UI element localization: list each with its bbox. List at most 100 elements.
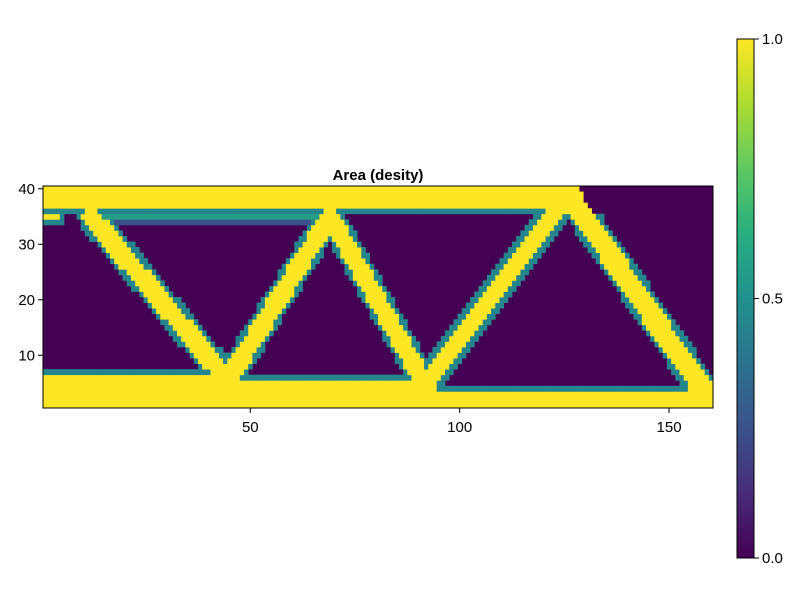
heatmap-cell xyxy=(595,235,601,242)
heatmap-cell xyxy=(130,402,136,409)
heatmap-cell xyxy=(666,396,672,403)
heatmap-cell xyxy=(637,274,643,281)
heatmap-cell xyxy=(84,191,90,198)
heatmap-cell xyxy=(185,380,190,387)
heatmap-cell xyxy=(264,313,270,320)
heatmap-cell xyxy=(378,374,383,381)
heatmap-cell xyxy=(181,341,186,348)
heatmap-cell xyxy=(231,191,237,198)
heatmap-cell xyxy=(629,285,634,292)
heatmap-cell xyxy=(84,402,90,409)
heatmap-cell xyxy=(491,291,496,298)
heatmap-cell xyxy=(424,208,429,215)
heatmap-cell xyxy=(436,385,442,392)
heatmap-cell xyxy=(474,396,479,403)
heatmap-cell xyxy=(373,402,379,409)
heatmap-cell xyxy=(470,319,475,326)
heatmap-cell xyxy=(453,391,458,398)
heatmap-cell xyxy=(683,391,689,398)
heatmap-cell xyxy=(177,369,182,376)
heatmap-cell xyxy=(156,191,161,198)
heatmap-cell xyxy=(285,208,291,215)
heatmap-cell xyxy=(419,396,425,403)
heatmap-cell xyxy=(164,208,170,215)
heatmap-cell xyxy=(608,263,613,270)
heatmap-cell xyxy=(47,391,52,398)
heatmap-cell xyxy=(390,330,396,337)
heatmap-cell xyxy=(260,385,266,392)
heatmap-cell xyxy=(516,247,521,253)
heatmap-cell xyxy=(671,346,676,353)
heatmap-cell xyxy=(202,213,207,220)
heatmap-cell xyxy=(419,197,425,204)
heatmap-cell xyxy=(357,252,362,259)
heatmap-cell xyxy=(147,186,153,192)
heatmap-cell xyxy=(76,374,82,381)
heatmap-cell xyxy=(428,391,433,398)
heatmap-cell xyxy=(486,313,492,320)
heatmap-cell xyxy=(507,186,513,192)
heatmap-cell xyxy=(570,202,576,209)
heatmap-cell xyxy=(277,313,283,320)
heatmap-cell xyxy=(549,230,555,237)
heatmap-cell xyxy=(654,324,659,331)
heatmap-cell xyxy=(164,297,170,303)
heatmap-cell xyxy=(599,252,605,259)
heatmap-cell xyxy=(604,230,609,237)
heatmap-cell xyxy=(218,374,224,381)
heatmap-cell xyxy=(499,302,505,309)
heatmap-cell xyxy=(407,363,412,370)
heatmap-cell xyxy=(528,391,534,398)
heatmap-cell xyxy=(428,358,433,364)
heatmap-cell xyxy=(93,391,98,398)
heatmap-cell xyxy=(105,224,111,231)
heatmap-cell xyxy=(172,402,178,409)
heatmap-cell xyxy=(512,252,517,259)
heatmap-cell xyxy=(348,197,354,204)
heatmap-cell xyxy=(177,219,182,226)
heatmap-cell xyxy=(528,396,534,403)
heatmap-cell xyxy=(574,208,580,215)
heatmap-cell xyxy=(369,269,375,276)
heatmap-cell xyxy=(595,241,601,248)
heatmap-cell xyxy=(114,369,119,376)
heatmap-cell xyxy=(311,247,316,253)
heatmap-cell xyxy=(445,374,450,381)
heatmap-cell xyxy=(499,391,505,398)
heatmap-cell xyxy=(210,202,216,209)
heatmap-cell xyxy=(587,391,592,398)
heatmap-cell xyxy=(206,363,211,370)
heatmap-cell xyxy=(89,230,94,237)
heatmap-cell xyxy=(679,335,685,342)
heatmap-cell xyxy=(143,285,149,292)
heatmap-cell xyxy=(587,219,592,226)
heatmap-cell xyxy=(378,313,383,320)
heatmap-cell xyxy=(51,191,56,198)
heatmap-cell xyxy=(357,291,362,298)
heatmap-cell xyxy=(43,369,48,376)
heatmap-cell xyxy=(164,324,170,331)
heatmap-cell xyxy=(491,186,496,192)
heatmap-cell xyxy=(239,219,245,226)
heatmap-cell xyxy=(478,313,484,320)
heatmap-cell xyxy=(277,297,283,303)
heatmap-cell xyxy=(139,263,144,270)
heatmap-cell xyxy=(244,346,249,353)
heatmap-cell xyxy=(687,374,693,381)
heatmap-cell xyxy=(181,396,186,403)
heatmap-cell xyxy=(570,219,576,226)
heatmap-cell xyxy=(126,247,132,253)
heatmap-cell xyxy=(461,341,467,348)
heatmap-cell xyxy=(172,313,178,320)
heatmap-cell xyxy=(202,358,207,364)
heatmap-cell xyxy=(541,235,546,242)
heatmap-cell xyxy=(252,341,257,348)
heatmap-cell xyxy=(436,346,442,353)
heatmap-cell xyxy=(248,208,253,215)
heatmap-cell xyxy=(499,280,505,287)
heatmap-cell xyxy=(696,380,701,387)
heatmap-cell xyxy=(495,202,500,209)
heatmap-cell xyxy=(390,302,396,309)
heatmap-cell xyxy=(386,385,391,392)
heatmap-cell xyxy=(524,230,530,237)
